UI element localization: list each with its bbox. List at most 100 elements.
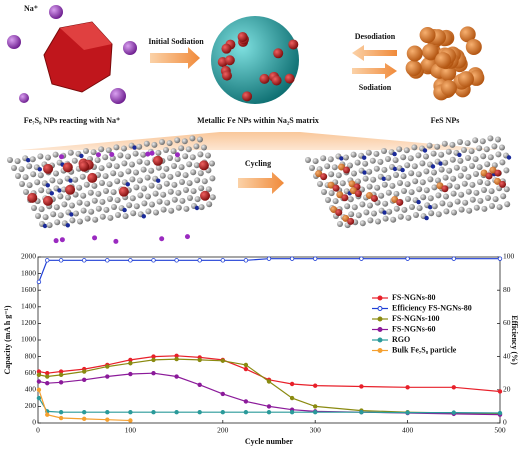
carbon-atom	[198, 185, 205, 192]
carbon-atom	[354, 159, 361, 166]
carbon-atom	[465, 155, 471, 161]
carbon-atom	[79, 173, 86, 180]
carbon-atom	[103, 188, 109, 194]
fe-particle	[485, 172, 493, 180]
carbon-atom	[166, 140, 173, 147]
data-point	[289, 410, 295, 415]
carbon-atom	[400, 173, 407, 180]
carbon-atom	[469, 163, 475, 169]
carbon-atom	[163, 165, 170, 172]
carbon-atom	[401, 188, 407, 194]
y2-axis-title: Efficiency (%)	[510, 315, 519, 365]
carbon-atom	[473, 204, 480, 211]
carbon-atom	[495, 151, 502, 158]
carbon-atom	[107, 214, 114, 221]
data-point	[81, 416, 87, 422]
carbon-atom	[454, 198, 461, 205]
data-point	[451, 256, 456, 261]
carbon-atom	[197, 136, 203, 143]
data-point	[359, 384, 364, 389]
data-point	[220, 358, 225, 363]
carbon-atom	[129, 161, 135, 168]
fe-particle	[341, 194, 349, 202]
data-point	[289, 395, 295, 401]
carbon-atom	[114, 178, 121, 185]
carbon-atom	[416, 205, 423, 212]
carbon-atom	[428, 210, 435, 217]
fe-particle	[237, 31, 248, 42]
n-atom	[69, 212, 74, 217]
carbon-atom	[31, 205, 37, 211]
carbon-atom	[393, 172, 399, 178]
carbon-atom	[431, 184, 438, 191]
data-point	[266, 256, 272, 261]
carbon-atom	[164, 199, 171, 206]
carbon-atom	[117, 171, 124, 178]
carbon-atom	[450, 175, 457, 182]
carbon-atom	[106, 162, 113, 169]
carbon-atom	[174, 156, 181, 163]
carbon-atom	[477, 197, 484, 204]
carbon-atom	[67, 149, 74, 156]
n-atom	[392, 151, 397, 157]
carbon-atom	[309, 165, 315, 171]
data-point	[81, 410, 87, 415]
carbon-atom	[366, 183, 373, 190]
carbon-atom	[206, 201, 213, 208]
carbon-atom	[347, 162, 353, 169]
data-point	[151, 371, 156, 376]
data-point	[36, 379, 42, 384]
data-point	[81, 369, 87, 374]
fe-particle	[354, 190, 362, 198]
carbon-atom	[443, 208, 450, 215]
data-point	[197, 357, 202, 363]
carbon-atom	[325, 197, 331, 203]
carbon-atom	[343, 154, 349, 161]
carbon-atom	[351, 170, 357, 177]
carbon-atom	[445, 148, 452, 155]
y2-tick-label: 20	[503, 385, 511, 394]
legend-label: FS-NGNs-60	[392, 324, 436, 333]
data-point	[405, 410, 410, 415]
data-point	[243, 258, 249, 263]
carbon-atom	[163, 147, 169, 153]
carbon-atom	[317, 181, 323, 187]
carbon-atom	[148, 182, 155, 189]
n-atom	[45, 183, 50, 188]
data-point	[497, 389, 503, 394]
carbon-atom	[479, 138, 486, 145]
carbon-atom	[392, 157, 399, 164]
carbon-atom	[504, 201, 511, 208]
carbon-atom	[386, 208, 393, 215]
carbon-atom	[451, 209, 457, 216]
na-ion	[53, 238, 59, 244]
carbon-atom	[14, 158, 21, 165]
label: Cycling	[245, 159, 271, 168]
carbon-atom	[84, 200, 91, 207]
carbon-atom	[167, 155, 173, 161]
fe-particle	[273, 48, 284, 59]
carbon-atom	[355, 178, 361, 185]
data-point	[174, 374, 179, 379]
n-atom	[122, 207, 127, 213]
carbon-atom	[439, 200, 446, 207]
carbon-atom	[23, 189, 29, 195]
data-point	[243, 362, 249, 368]
carbon-atom	[411, 144, 418, 151]
carbon-atom	[499, 144, 505, 151]
y-tick-label: 400	[25, 385, 37, 394]
carbon-atom	[488, 188, 495, 195]
carbon-atom	[125, 168, 132, 175]
fes-particle	[405, 60, 422, 77]
carbon-atom	[405, 214, 412, 221]
carbon-atom	[95, 205, 102, 212]
data-point	[313, 410, 318, 415]
carbon-atom	[155, 164, 162, 171]
carbon-atom	[88, 208, 95, 215]
data-point	[359, 256, 364, 261]
carbon-atom	[178, 145, 185, 152]
data-point	[58, 380, 64, 385]
carbon-atom	[321, 189, 327, 195]
carbon-atom	[179, 179, 185, 185]
carbon-atom	[403, 147, 410, 154]
